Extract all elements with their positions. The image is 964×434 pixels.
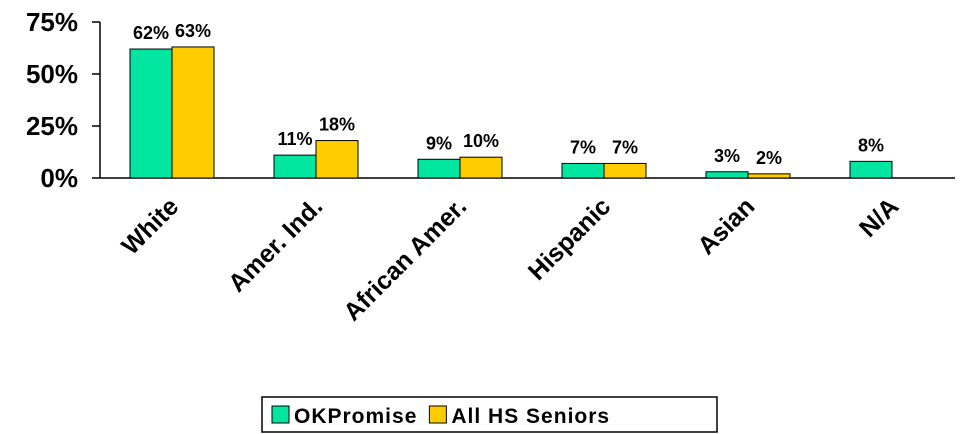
x-tick-label: Amer. Ind. <box>223 192 328 297</box>
value-label: 62% <box>133 23 169 43</box>
x-tick-label: Hispanic <box>523 192 617 286</box>
bar <box>849 160 893 179</box>
x-tick-label: Asian <box>692 192 760 260</box>
legend: OKPromise All HS Seniors <box>261 396 718 433</box>
x-tick-label: N/A <box>854 192 904 242</box>
bar <box>417 158 461 179</box>
bar <box>459 156 503 179</box>
value-label: 3% <box>714 146 740 166</box>
y-tick-label: 25% <box>26 111 78 141</box>
bar <box>171 46 215 179</box>
bar <box>747 173 791 179</box>
value-label: 11% <box>277 129 312 149</box>
value-label: 7% <box>570 137 596 157</box>
y-tick-label: 50% <box>26 59 78 89</box>
bar <box>705 171 749 179</box>
legend-swatch <box>271 405 290 424</box>
bar <box>315 140 359 179</box>
legend-frame <box>261 396 718 433</box>
value-label: 18% <box>319 115 355 135</box>
legend-label: All HS Seniors <box>451 405 610 428</box>
bar <box>273 154 317 179</box>
bar <box>603 162 647 179</box>
bar <box>561 162 605 179</box>
value-label: 8% <box>858 135 884 155</box>
x-tick-label: White <box>116 192 184 260</box>
value-label: 9% <box>426 133 452 153</box>
bar <box>129 48 173 179</box>
legend-label: OKPromise <box>294 405 417 428</box>
legend-swatch <box>428 405 447 424</box>
value-label: 10% <box>463 131 499 151</box>
x-tick-label: African Amer. <box>338 192 472 326</box>
value-label: 63% <box>175 21 211 41</box>
value-label: 7% <box>612 137 638 157</box>
y-tick-label: 75% <box>26 7 78 37</box>
value-label: 2% <box>756 148 782 168</box>
y-tick-label: 0% <box>40 163 78 193</box>
